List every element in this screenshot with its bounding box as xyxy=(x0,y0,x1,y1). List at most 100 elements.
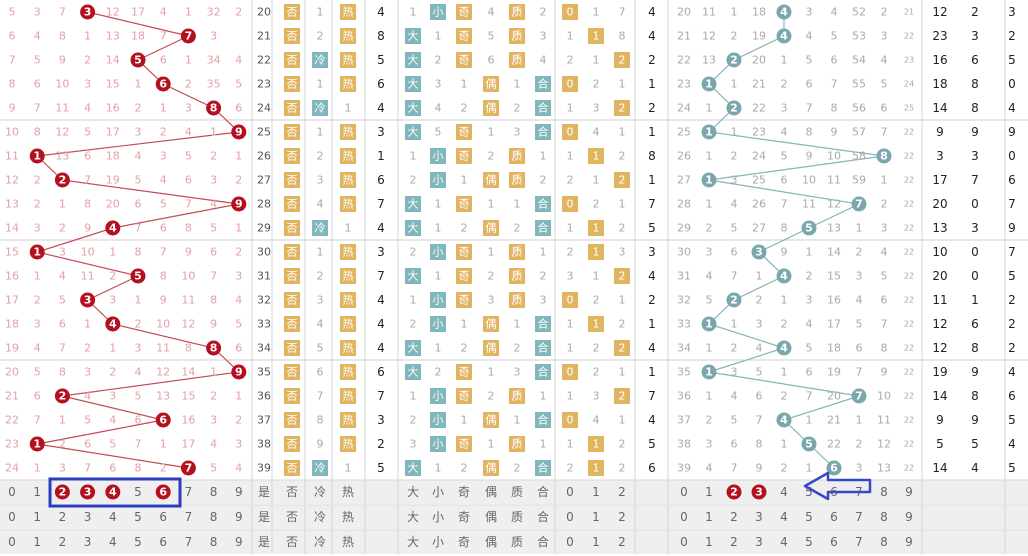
selected-red-ball[interactable] xyxy=(155,484,171,500)
prime-tag-bg xyxy=(509,436,525,452)
hot-tag: 热 xyxy=(343,342,354,355)
blue-ball xyxy=(701,172,717,188)
cold-count: 2 xyxy=(317,150,324,163)
red-miss-count: 15 xyxy=(106,78,120,91)
red-miss-count: 4 xyxy=(109,414,116,427)
sum-last: 5 xyxy=(1008,461,1016,475)
blue-select-number: 5 xyxy=(805,535,813,549)
sum-value: 14 xyxy=(932,461,947,475)
selected-blue-ball[interactable] xyxy=(726,484,742,500)
red-ball-number: 1 xyxy=(33,246,41,259)
blue-miss-count: 27 xyxy=(677,174,691,187)
red-ball xyxy=(231,196,247,212)
prime-count: 2 xyxy=(514,102,521,115)
selected-blue-ball[interactable] xyxy=(751,484,767,500)
big-count: 2 xyxy=(410,318,417,331)
value: 5 xyxy=(377,53,385,67)
big-tag: 大 xyxy=(408,269,419,283)
blue-select-number: 2 xyxy=(730,510,738,524)
blue-miss-count: 22 xyxy=(904,128,914,137)
blue-ball xyxy=(701,76,717,92)
red-miss-count: 5 xyxy=(160,198,167,211)
small-tag: 小 xyxy=(433,414,444,427)
red-miss-count: 6 xyxy=(84,150,91,163)
red-ball xyxy=(29,148,45,164)
small-tag-bg xyxy=(430,244,446,260)
sum-last: 4 xyxy=(1008,437,1016,451)
cold-count: 1 xyxy=(317,6,324,19)
value: 3 xyxy=(377,413,385,427)
road-012-count: 3 xyxy=(567,270,574,283)
hot-tag: 热 xyxy=(343,414,354,427)
hot-count: 1 xyxy=(345,222,352,235)
road-012-count: 1 xyxy=(593,174,600,187)
period-number: 39 xyxy=(257,462,271,475)
blue-miss-count: 3 xyxy=(706,246,713,259)
prime-tag: 质 xyxy=(512,246,523,259)
value: 7 xyxy=(377,269,385,283)
odd-tag: 奇 xyxy=(459,366,470,379)
blue-ball xyxy=(776,4,792,20)
composite-tag: 合 xyxy=(538,125,549,139)
blue-miss-count: 3 xyxy=(881,222,888,235)
blue-miss-count: 1 xyxy=(781,54,788,67)
red-miss-count: 1 xyxy=(135,78,142,91)
repeat-tag: 否 xyxy=(287,54,298,67)
blue-miss-count: 24 xyxy=(904,80,914,89)
red-miss-count: 6 xyxy=(109,462,116,475)
big-tag-bg xyxy=(405,76,421,92)
red-miss-count: 1 xyxy=(235,150,242,163)
red-ball xyxy=(155,76,171,92)
repeat-tag-bg xyxy=(284,148,300,164)
red-ball xyxy=(206,340,222,356)
blue-miss-count: 29 xyxy=(677,222,691,235)
prime-tag: 质 xyxy=(512,150,523,163)
blue-miss-count: 38 xyxy=(677,438,691,451)
blue-miss-count: 4 xyxy=(706,270,713,283)
blue-miss-count: 10 xyxy=(802,174,816,187)
blue-miss-count: 8 xyxy=(806,126,813,139)
blue-miss-count: 4 xyxy=(856,294,863,307)
red-miss-count: 5 xyxy=(210,462,217,475)
blue-miss-count: 4 xyxy=(881,246,888,259)
even-tag: 偶 xyxy=(486,174,497,187)
red-miss-count: 4 xyxy=(135,366,142,379)
even-tag-bg xyxy=(483,340,499,356)
red-miss-count: 3 xyxy=(109,294,116,307)
blue-ball xyxy=(801,436,817,452)
red-miss-count: 4 xyxy=(185,126,192,139)
red-miss-count: 3 xyxy=(34,222,41,235)
red-ball-number: 9 xyxy=(235,198,243,211)
red-miss-count: 2 xyxy=(59,438,66,451)
red-trend-line xyxy=(34,11,241,469)
prime-tag-bg xyxy=(509,292,525,308)
big-tag: 大 xyxy=(408,77,419,91)
red-miss-count: 8 xyxy=(9,78,16,91)
red-miss-count: 12 xyxy=(156,366,170,379)
sum-last: 4 xyxy=(1008,365,1016,379)
hot-tag: 热 xyxy=(343,390,354,403)
red-miss-count: 9 xyxy=(210,318,217,331)
blue-select-number: 2 xyxy=(730,535,738,549)
filter-option: 是 xyxy=(258,535,270,549)
red-miss-count: 14 xyxy=(181,366,195,379)
blue-ball-number: 7 xyxy=(855,390,863,403)
red-miss-count: 10 xyxy=(5,126,19,139)
selected-red-ball[interactable] xyxy=(105,484,121,500)
even-count: 1 xyxy=(488,366,495,379)
filter-option: 否 xyxy=(286,485,298,499)
sum-value: 10 xyxy=(932,245,947,259)
red-ball-number: 6 xyxy=(159,414,167,427)
blue-miss-count: 37 xyxy=(677,414,691,427)
span-value: 1 xyxy=(648,125,656,139)
selected-red-ball[interactable] xyxy=(54,484,70,500)
selected-red-ball[interactable] xyxy=(80,484,96,500)
composite-tag-bg xyxy=(535,460,551,476)
red-miss-count: 9 xyxy=(84,222,91,235)
hot-tag-bg xyxy=(340,364,356,380)
blue-select-number: 8 xyxy=(880,535,888,549)
road-012-tag-bg xyxy=(588,220,604,236)
blue-miss-count: 1 xyxy=(731,78,738,91)
small-count: 1 xyxy=(435,30,442,43)
attribute-option: 大 xyxy=(407,535,419,549)
